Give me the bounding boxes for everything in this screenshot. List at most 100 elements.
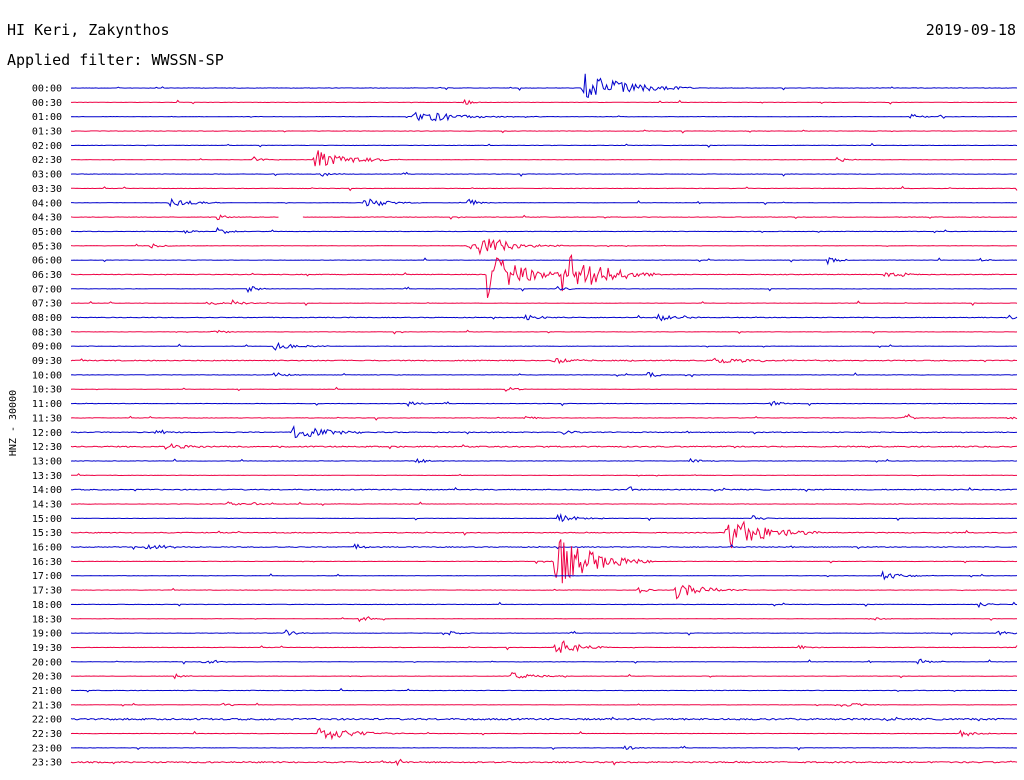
time-label: 07:00	[32, 284, 62, 295]
trace-line	[70, 727, 1018, 741]
trace-line	[70, 413, 1018, 421]
trace-line	[70, 238, 1017, 256]
trace-line	[70, 313, 1018, 322]
time-label: 11:30	[32, 413, 62, 424]
time-label: 01:00	[32, 112, 62, 123]
filter-subtitle: Applied filter: WWSSN-SP	[7, 51, 224, 69]
trace-line	[70, 616, 1018, 623]
trace-line	[70, 226, 1017, 235]
time-label: 20:00	[32, 657, 62, 668]
trace-line	[70, 629, 1018, 636]
trace-line	[70, 256, 1018, 266]
trace-line	[71, 253, 1018, 298]
time-label: 15:00	[32, 514, 62, 525]
trace-line	[70, 371, 1018, 378]
date-label: 2019-09-18	[925, 21, 1016, 39]
trace-line	[70, 129, 1018, 134]
time-label: 02:00	[32, 141, 62, 152]
trace-line	[70, 672, 1018, 680]
time-label: 17:30	[32, 586, 62, 597]
trace-line	[70, 584, 1018, 600]
time-label: 10:00	[32, 370, 62, 381]
trace-line	[70, 716, 1018, 722]
trace-line	[71, 745, 1018, 751]
trace-line	[71, 501, 1018, 506]
time-label: 13:30	[32, 471, 62, 482]
time-label: 02:30	[32, 155, 62, 166]
trace-line	[70, 142, 1018, 148]
time-label: 01:30	[32, 127, 62, 138]
trace-line	[70, 171, 1018, 177]
station-title: HI Keri, Zakynthos	[7, 21, 170, 39]
trace-line	[70, 424, 1018, 439]
trace-line	[71, 543, 1018, 550]
time-label: 16:30	[32, 557, 62, 568]
time-label: 17:00	[32, 571, 62, 582]
time-label: 19:30	[32, 643, 62, 654]
trace-line	[70, 214, 1018, 221]
time-label: 10:30	[32, 385, 62, 396]
trace-line	[70, 185, 1018, 192]
time-label: 08:30	[32, 327, 62, 338]
trace-line	[70, 486, 1018, 493]
time-label: 05:30	[32, 241, 62, 252]
time-label: 11:00	[32, 399, 62, 410]
trace-line	[70, 341, 1018, 351]
trace-line	[70, 73, 1018, 99]
time-label: 04:30	[32, 213, 62, 224]
time-label: 07:30	[32, 299, 62, 310]
time-label: 03:30	[32, 184, 62, 195]
time-label: 12:00	[32, 428, 62, 439]
trace-line	[71, 98, 1018, 105]
time-label: 21:30	[32, 700, 62, 711]
time-label: 00:00	[32, 84, 62, 95]
time-label: 16:00	[32, 543, 62, 554]
time-label: 05:00	[32, 227, 62, 238]
time-label: 12:30	[32, 442, 62, 453]
trace-line	[70, 386, 1018, 392]
trace-line	[70, 111, 1018, 122]
time-label: 22:30	[32, 729, 62, 740]
trace-line	[70, 442, 1018, 450]
trace-line	[70, 640, 1018, 653]
time-label: 06:30	[32, 270, 62, 281]
time-label: 21:00	[32, 686, 62, 697]
time-label: 09:00	[32, 342, 62, 353]
time-label: 19:00	[32, 629, 62, 640]
time-label: 13:00	[32, 456, 62, 467]
trace-line	[70, 758, 1018, 767]
trace-line	[70, 520, 1018, 549]
trace-line	[70, 285, 1017, 294]
trace-line	[71, 539, 1018, 584]
trace-line	[71, 329, 1018, 335]
time-label: 18:00	[32, 600, 62, 611]
time-label: 08:00	[32, 313, 62, 324]
time-label: 15:30	[32, 528, 62, 539]
trace-line	[70, 473, 1017, 477]
time-label: 09:30	[32, 356, 62, 367]
trace-line	[70, 702, 1018, 707]
trace-line	[71, 299, 1018, 307]
trace-line	[70, 687, 1018, 693]
time-label: 22:00	[32, 715, 62, 726]
time-label: 06:00	[32, 256, 62, 267]
time-label: 18:30	[32, 614, 62, 625]
trace-line	[71, 197, 1017, 208]
trace-line	[70, 512, 1018, 523]
trace-line	[70, 570, 1018, 581]
time-label: 14:30	[32, 500, 62, 511]
time-label: 14:00	[32, 485, 62, 496]
trace-line	[70, 150, 1018, 167]
time-label: 03:00	[32, 170, 62, 181]
trace-line	[70, 658, 1018, 665]
time-label: 23:00	[32, 743, 62, 754]
time-label: 00:30	[32, 98, 62, 109]
trace-line	[70, 357, 1018, 365]
y-axis-label: HNZ - 30000	[8, 390, 19, 456]
time-label: 04:00	[32, 198, 62, 209]
trace-line	[70, 601, 1018, 609]
trace-line	[71, 400, 1017, 407]
time-label: 20:30	[32, 672, 62, 683]
time-label: 23:30	[32, 758, 62, 769]
